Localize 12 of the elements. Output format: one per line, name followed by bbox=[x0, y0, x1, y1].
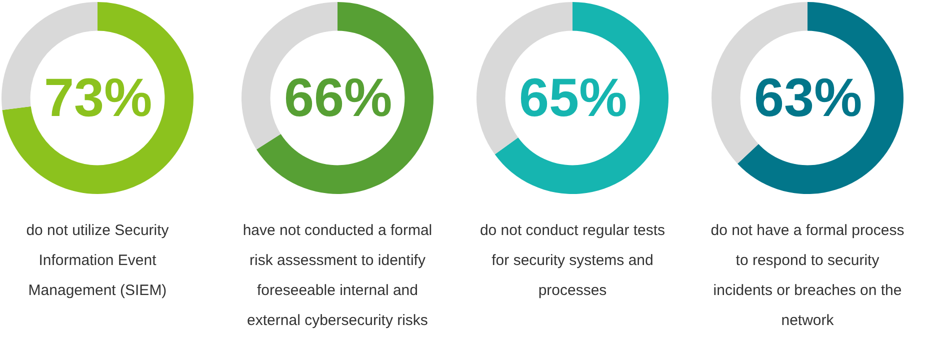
text: 73% bbox=[44, 68, 152, 128]
text: do not have a formal process to respond to security incidents or breaches on the network bbox=[710, 221, 905, 331]
text: 65% bbox=[519, 68, 628, 128]
text: have not conducted a formal risk assessment to identify foreseeable internal and external cybersecurity risks bbox=[242, 221, 434, 331]
donut-slice bbox=[738, 2, 904, 194]
text: 63% bbox=[754, 68, 862, 128]
text: 66% bbox=[284, 68, 392, 128]
text: do not utilize Security Information Event Management (SIEM) bbox=[25, 221, 170, 301]
donut-slice bbox=[256, 2, 434, 194]
donut-slice bbox=[494, 2, 668, 194]
donut-slice bbox=[2, 2, 194, 194]
text: do not conduct regular tests for security systems and processes bbox=[478, 221, 666, 301]
